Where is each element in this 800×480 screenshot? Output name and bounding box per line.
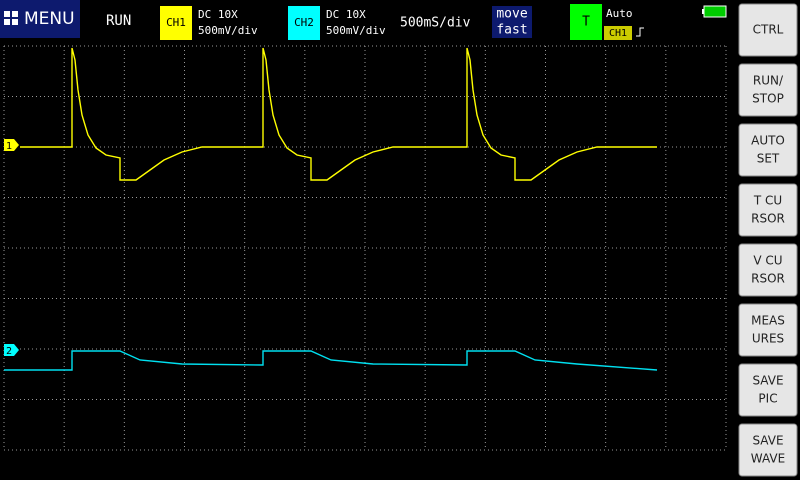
side-button-label: WAVE [751,452,785,466]
side-button[interactable]: V CU RSOR [738,243,798,297]
ch1-label: CH1 [166,16,186,29]
side-button-bg [738,183,798,237]
ch1-marker-label: 1 [6,141,12,152]
side-button[interactable]: T CU RSOR [738,183,798,237]
timebase: 500mS/div [400,16,471,31]
ch2-scale: 500mV/div [326,24,386,37]
ch1-coupling: DC 10X [198,8,238,21]
battery-icon [702,5,727,18]
side-button-bg [738,243,798,297]
ch1-scale: 500mV/div [198,24,258,37]
side-button-label: T CU [753,194,782,208]
side-button-bg [738,3,798,57]
side-button-label: MEAS [751,314,785,328]
trigger-label: T [582,15,590,30]
ch1-badge[interactable] [160,6,192,40]
side-button-label: SAVE [752,434,783,448]
side-button-bg [738,303,798,357]
side-button-label: RSOR [751,212,785,226]
move-button[interactable] [492,6,532,38]
trigger-edge-icon [636,27,644,37]
ch1-marker [4,139,19,151]
ch2-trace [4,350,658,371]
menu-button[interactable]: MENU [0,0,80,38]
ch2-coupling: DC 10X [326,8,366,21]
side-button-label: PIC [758,392,777,406]
side-button-bg [738,423,798,477]
side-button-label: STOP [752,92,784,106]
ch2-marker-label: 2 [6,346,12,357]
side-buttons: CTRL RUN/STOP AUTO SET T CU RSOR V CU RSOR MEAS U… [738,3,798,477]
side-button-bg [738,63,798,117]
side-button[interactable]: SAVE WAVE [738,423,798,477]
run-status: RUN [106,13,131,29]
ch2-badge[interactable] [288,6,320,40]
side-button-label: SET [757,152,780,166]
trigger-badge[interactable] [570,4,602,40]
side-button-bg [738,363,798,417]
side-button-bg [738,123,798,177]
side-button-label: RSOR [751,272,785,286]
ch1-trace [20,47,657,181]
side-button[interactable]: AUTO SET [738,123,798,177]
trigger-source: CH1 [609,28,627,39]
menu-label: MENU [24,9,75,29]
side-button[interactable]: SAVE PIC [738,363,798,417]
move-label: move [496,7,527,22]
ch2-label: CH2 [294,16,314,29]
side-button-label: AUTO [751,134,785,148]
side-button-label: CTRL [753,23,784,37]
side-button[interactable]: CTRL [738,3,798,57]
side-button-label: RUN/ [753,74,784,88]
side-button-label: V CU [753,254,782,268]
side-button-label: SAVE [752,374,783,388]
grid [3,45,727,451]
trigger-mode: Auto [606,7,633,20]
ch2-marker [4,344,19,356]
trigger-source-badge [604,26,632,40]
side-button[interactable]: MEAS URES [738,303,798,357]
side-button-label: URES [752,332,784,346]
traces [4,47,658,371]
side-button[interactable]: RUN/STOP [738,63,798,117]
move-label: fast [496,23,527,38]
